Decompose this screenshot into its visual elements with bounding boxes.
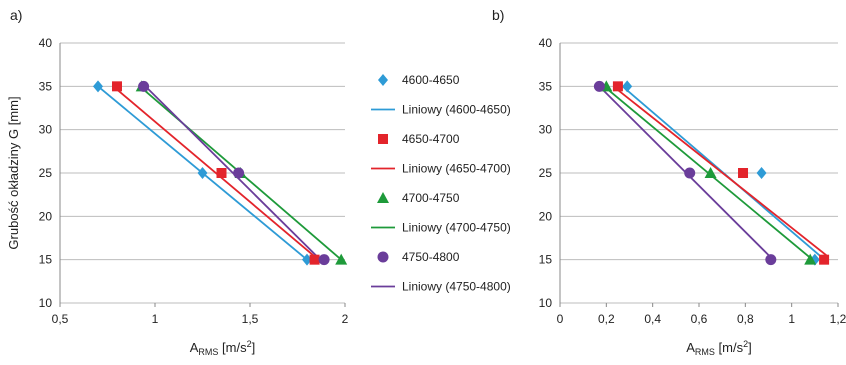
- data-point-series-2: [704, 167, 717, 178]
- x-axis-label-part: ]: [748, 340, 752, 355]
- data-point-series-0: [756, 167, 767, 179]
- x-axis-label-part: RMS: [198, 347, 218, 357]
- x-tick-label: 1: [152, 312, 159, 326]
- y-tick-label: 10: [39, 296, 53, 310]
- legend-label: 4750-4800: [402, 250, 460, 264]
- x-axis-label-part: A: [190, 340, 199, 355]
- y-tick-label: 30: [39, 123, 53, 137]
- data-point-series-3: [233, 167, 245, 179]
- panel-label: a): [10, 7, 22, 23]
- x-tick-label: 0,6: [691, 312, 708, 326]
- y-tick-label: 35: [39, 79, 53, 93]
- x-tick-label: 0: [557, 312, 564, 326]
- data-point-series-3: [593, 80, 605, 92]
- y-tick-label: 40: [539, 36, 553, 50]
- y-tick-label: 15: [39, 253, 53, 267]
- trendline-3: [144, 85, 321, 261]
- y-tick-label: 15: [539, 253, 553, 267]
- data-point-series-1: [738, 168, 749, 178]
- legend-marker-4: [377, 192, 389, 203]
- legend-label: 4600-4650: [402, 73, 460, 87]
- x-axis-label-part: A: [686, 340, 695, 355]
- legend-marker-0: [378, 74, 388, 86]
- y-tick-label: 25: [39, 166, 53, 180]
- trendline-1: [612, 85, 827, 257]
- x-axis-label-part: 2: [743, 339, 748, 349]
- y-tick-label: 35: [539, 79, 553, 93]
- data-point-series-0: [197, 167, 208, 179]
- x-tick-label: 1: [788, 312, 795, 326]
- legend-label: 4700-4750: [402, 191, 460, 205]
- legend-label: Liniowy (4700-4750): [402, 221, 511, 235]
- x-axis-label-part: RMS: [695, 347, 715, 357]
- x-axis-label-part: [m/s: [218, 340, 247, 355]
- trendline-1: [112, 85, 319, 261]
- x-axis-label-part: [m/s: [715, 340, 744, 355]
- data-point-series-1: [112, 81, 122, 92]
- y-axis-label: Grubość okładziny G [mm]: [6, 96, 21, 249]
- data-point-series-3: [318, 254, 330, 266]
- x-tick-label: 0,2: [598, 312, 615, 326]
- x-axis-label: ARMS [m/s2]: [190, 339, 255, 357]
- data-point-series-1: [216, 168, 227, 178]
- data-point-series-3: [765, 254, 777, 266]
- legend-label: 4650-4700: [402, 132, 460, 146]
- data-point-series-0: [93, 80, 103, 93]
- legend: 4600-4650 Liniowy (4600-4650) 4650-4700 Lin…: [371, 73, 511, 294]
- data-point-series-0: [302, 253, 312, 266]
- legend-label: Liniowy (4650-4700): [402, 162, 511, 176]
- legend-marker-2: [378, 134, 388, 144]
- x-tick-label: 0,8: [737, 312, 754, 326]
- data-point-series-1: [309, 254, 320, 265]
- x-tick-label: 2: [342, 312, 349, 326]
- panel-label: b): [492, 7, 504, 23]
- data-point-series-1: [819, 254, 830, 265]
- data-point-series-2: [335, 253, 348, 265]
- y-tick-label: 20: [39, 209, 53, 223]
- data-point-series-1: [612, 81, 623, 92]
- data-point-series-3: [138, 80, 150, 92]
- data-point-series-3: [684, 167, 696, 179]
- x-axis-label-part: ]: [252, 340, 256, 355]
- x-tick-label: 0,5: [52, 312, 69, 326]
- y-tick-label: 30: [539, 123, 553, 137]
- data-point-series-2: [804, 253, 817, 265]
- legend-label: Liniowy (4750-4800): [402, 280, 511, 294]
- x-axis-label: ARMS [m/s2]: [686, 339, 751, 357]
- y-tick-label: 10: [539, 296, 553, 310]
- legend-marker-6: [377, 251, 389, 263]
- legend-label: Liniowy (4600-4650): [402, 103, 511, 117]
- y-tick-label: 25: [539, 166, 553, 180]
- y-tick-label: 40: [39, 36, 53, 50]
- x-tick-label: 0,4: [644, 312, 661, 326]
- x-axis-label-part: 2: [247, 339, 252, 349]
- x-tick-label: 1,2: [830, 312, 846, 326]
- data-point-series-0: [622, 80, 633, 93]
- y-tick-label: 20: [539, 209, 553, 223]
- x-tick-label: 1,5: [242, 312, 259, 326]
- chart-panel-b: b) 10 15 20 25 30 35 40 0 0,2 0,4 0,6 0,8 1 1,2 ARMS [m…: [492, 7, 846, 357]
